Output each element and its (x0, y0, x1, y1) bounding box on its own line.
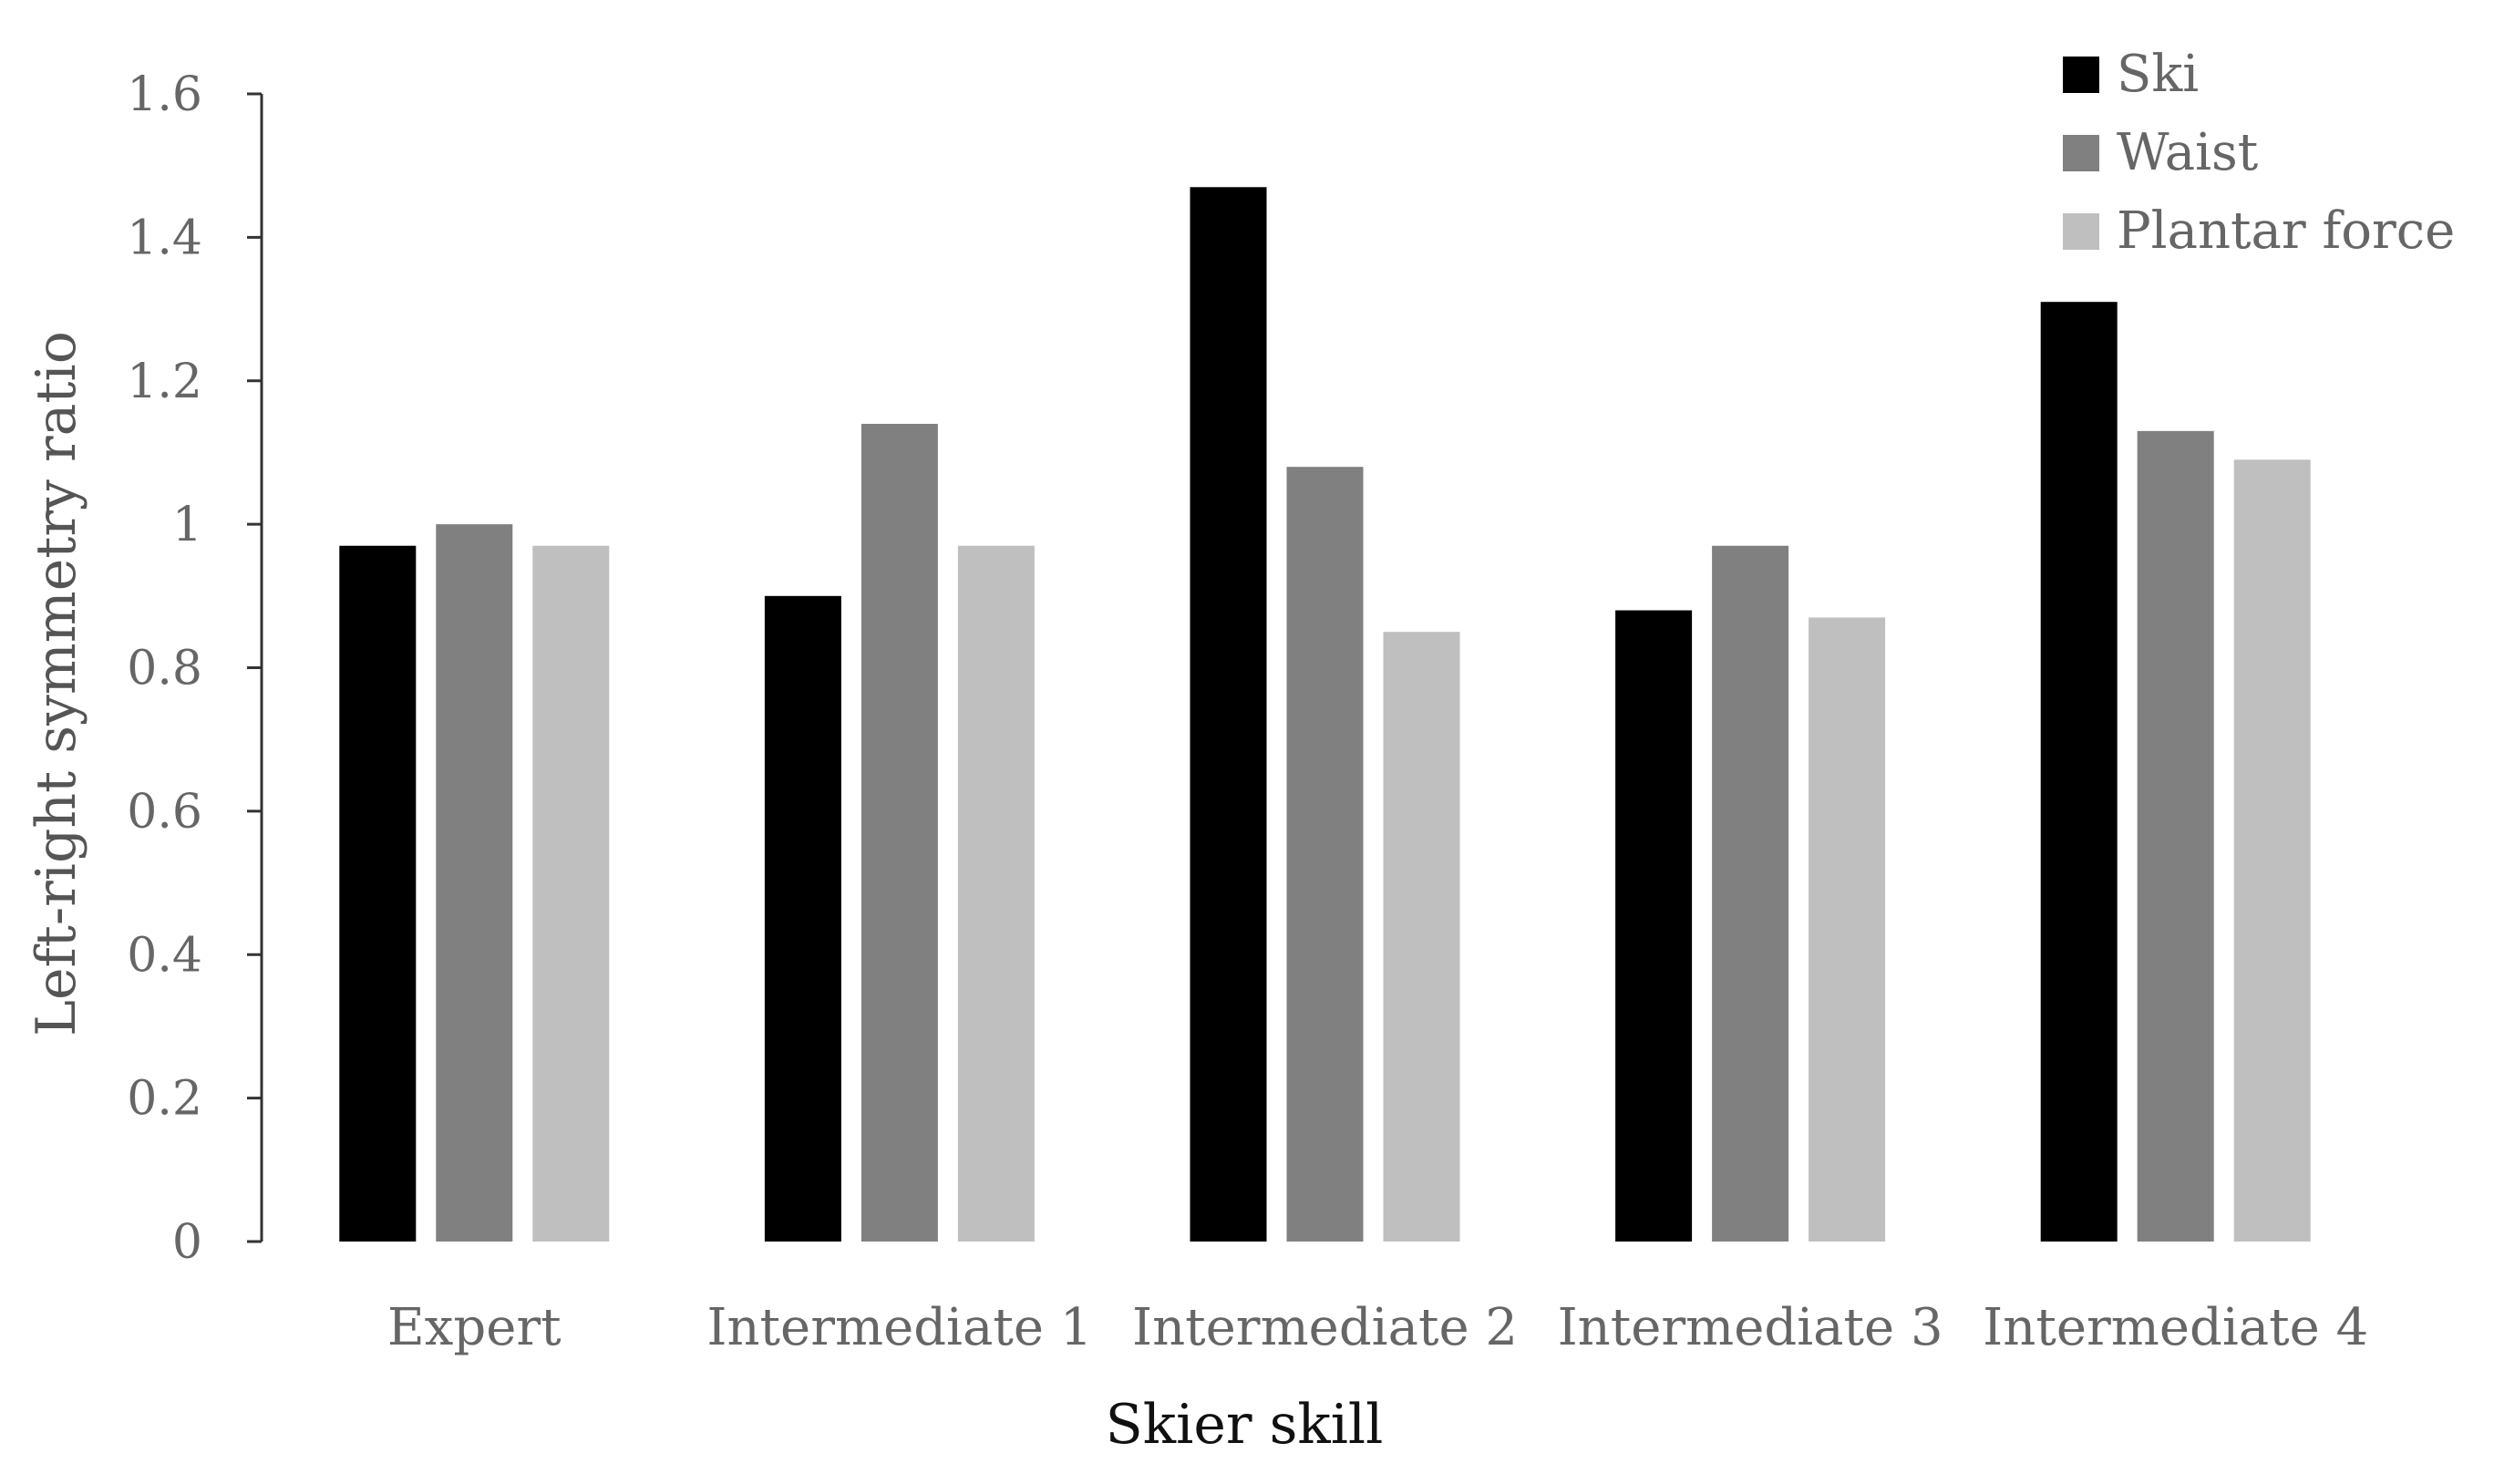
y-axis-title: Left-right symmetry ratio (25, 331, 88, 1036)
y-tick-label: 1.4 (127, 211, 202, 265)
legend-swatch-plantar-force (2063, 213, 2099, 250)
y-tick-label: 0.6 (127, 785, 202, 840)
x-axis-labels: Expert Intermediate 1 Intermediate 2 Interm… (387, 1298, 2368, 1357)
legend-label: Plantar force (2117, 201, 2455, 261)
x-category-label: Expert (387, 1298, 562, 1357)
bar-ski-expert (339, 545, 417, 1242)
bar-plantar-force-intermediate-2 (1383, 632, 1460, 1242)
bar-plantar-force-expert (532, 545, 610, 1242)
bar-waist-expert (436, 524, 513, 1242)
bar-waist-intermediate-3 (1712, 545, 1789, 1242)
x-category-label: Intermediate 2 (1132, 1298, 1518, 1357)
legend-swatch-ski (2063, 57, 2099, 93)
bar-ski-intermediate-4 (2040, 302, 2118, 1242)
y-axis: 0 0.2 0.4 0.6 0.8 1 1.2 1.4 1.6 (127, 67, 263, 1270)
bar-waist-intermediate-1 (861, 423, 938, 1242)
bar-ski-intermediate-3 (1615, 610, 1693, 1242)
legend-swatch-waist (2063, 135, 2099, 171)
y-tick-label: 0.2 (127, 1072, 202, 1127)
legend: Ski Waist Plantar force (2063, 45, 2455, 261)
bar-waist-intermediate-4 (2137, 430, 2214, 1242)
x-category-label: Intermediate 1 (706, 1298, 1092, 1357)
bar-plantar-force-intermediate-4 (2233, 459, 2311, 1242)
bar-waist-intermediate-2 (1286, 467, 1364, 1242)
y-tick-label: 1.2 (127, 355, 202, 409)
y-tick-label: 1.6 (127, 67, 202, 122)
bar-ski-intermediate-2 (1190, 187, 1267, 1242)
x-category-label: Intermediate 3 (1558, 1298, 1943, 1357)
bar-ski-intermediate-1 (764, 595, 841, 1242)
x-axis-title: Skier skill (1106, 1393, 1384, 1457)
y-tick-label: 0.4 (127, 928, 202, 983)
y-tick-label: 1 (172, 498, 202, 552)
bar-plantar-force-intermediate-1 (957, 545, 1035, 1242)
x-category-label: Intermediate 4 (1983, 1298, 2368, 1357)
legend-label: Ski (2117, 45, 2199, 104)
bars (339, 187, 2311, 1242)
bar-plantar-force-intermediate-3 (1809, 617, 1886, 1242)
y-tick-label: 0.8 (127, 642, 202, 696)
y-tick-label: 0 (172, 1215, 202, 1270)
legend-label: Waist (2117, 123, 2259, 182)
